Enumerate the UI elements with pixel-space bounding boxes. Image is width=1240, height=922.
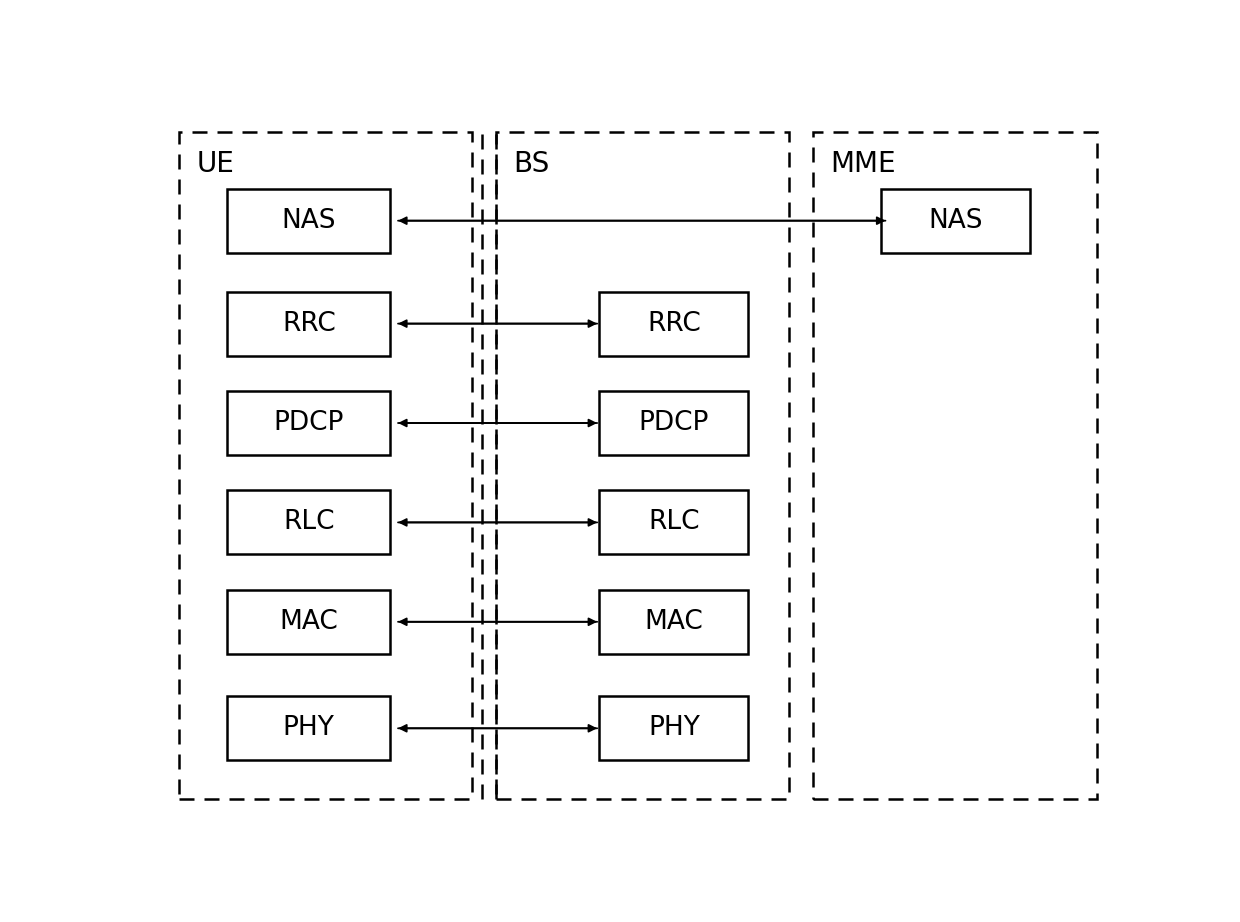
- Bar: [227, 491, 391, 554]
- Bar: [599, 491, 749, 554]
- Text: RLC: RLC: [649, 510, 699, 536]
- Text: PHY: PHY: [649, 715, 699, 741]
- Bar: [813, 132, 1096, 799]
- Bar: [496, 132, 789, 799]
- Text: PDCP: PDCP: [639, 410, 709, 436]
- Text: RRC: RRC: [281, 311, 336, 337]
- Bar: [599, 391, 749, 455]
- Text: MAC: MAC: [645, 609, 703, 634]
- Bar: [179, 132, 472, 799]
- Bar: [599, 590, 749, 654]
- Bar: [599, 291, 749, 356]
- Text: RLC: RLC: [283, 510, 335, 536]
- Text: PHY: PHY: [283, 715, 335, 741]
- Text: RRC: RRC: [647, 311, 701, 337]
- Text: UE: UE: [196, 149, 234, 178]
- Bar: [227, 696, 391, 761]
- Text: NAS: NAS: [929, 207, 983, 233]
- Bar: [882, 189, 1030, 253]
- Bar: [227, 189, 391, 253]
- Bar: [227, 391, 391, 455]
- Bar: [227, 291, 391, 356]
- Text: MAC: MAC: [279, 609, 339, 634]
- Bar: [227, 590, 391, 654]
- Text: NAS: NAS: [281, 207, 336, 233]
- Bar: [599, 696, 749, 761]
- Text: BS: BS: [513, 149, 549, 178]
- Text: MME: MME: [831, 149, 897, 178]
- Text: PDCP: PDCP: [274, 410, 343, 436]
